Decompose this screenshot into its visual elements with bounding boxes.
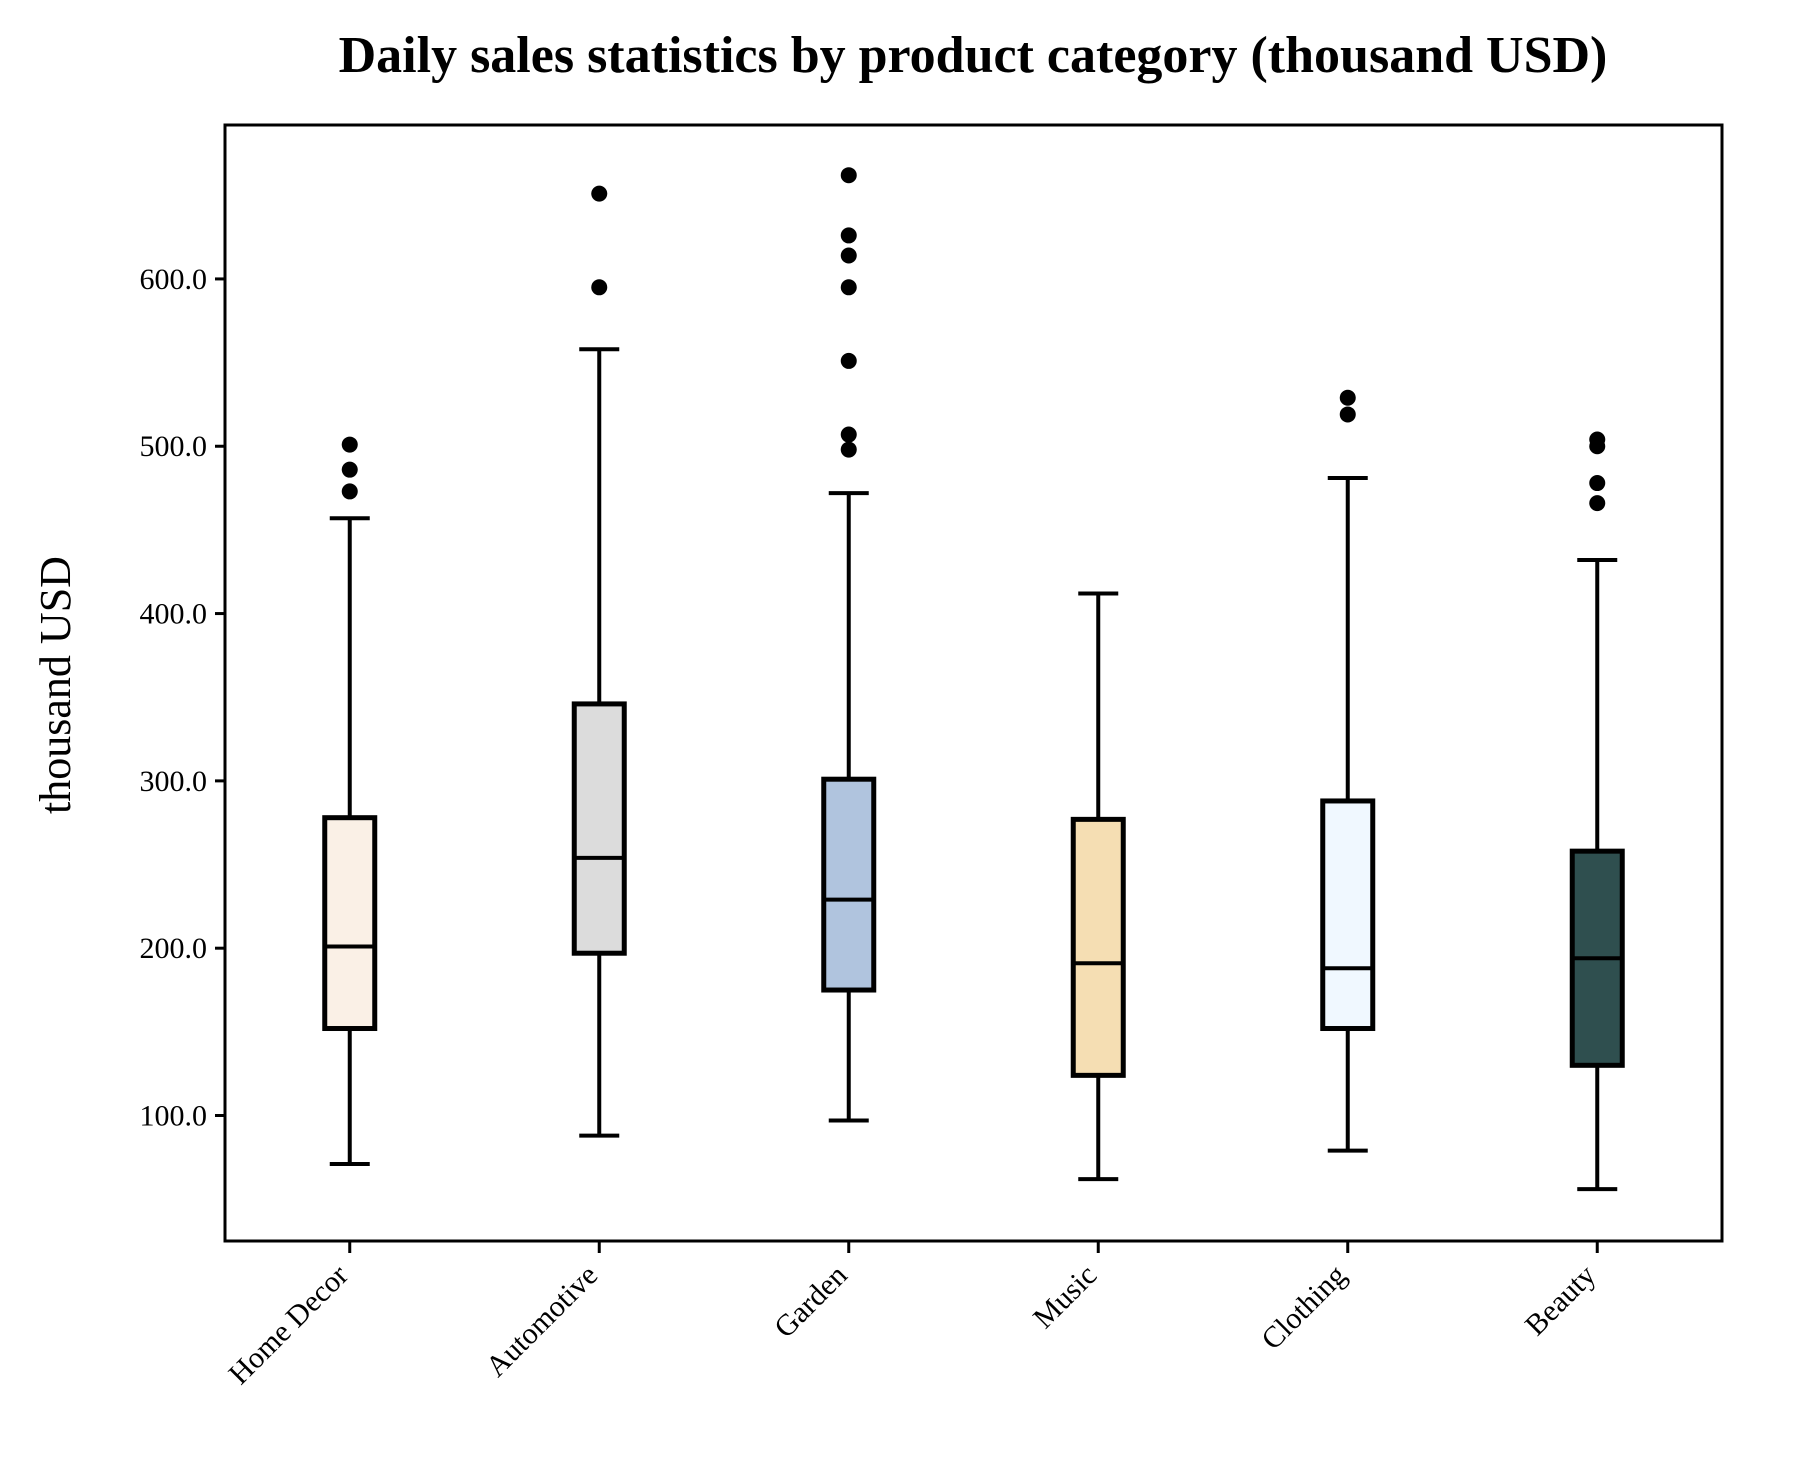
y-tick-label: 200.0 — [140, 932, 208, 965]
box-group — [322, 436, 378, 1167]
outlier-point — [1589, 475, 1606, 492]
outlier-point — [840, 426, 857, 443]
x-tick-label: Clothing — [1255, 1259, 1353, 1357]
outlier-point — [341, 461, 358, 478]
outlier-point — [840, 279, 857, 296]
x-axis: Home Decor Automotive Garden Music Clothing B… — [222, 1241, 1602, 1391]
box — [1320, 798, 1376, 1032]
box-group — [821, 167, 877, 1123]
outlier-point — [341, 436, 358, 453]
box — [571, 701, 627, 956]
chart-title: Daily sales statistics by product catego… — [339, 27, 1608, 84]
x-tick-label: Automotive — [480, 1259, 605, 1384]
y-tick-label: 500.0 — [140, 430, 208, 463]
box-group — [1569, 431, 1625, 1192]
box-group — [1070, 591, 1126, 1182]
plot-frame — [223, 123, 1724, 1243]
outlier-point — [840, 167, 857, 184]
y-axis-label: thousand USD — [31, 556, 80, 814]
outlier-point — [341, 483, 358, 500]
outlier-point — [591, 279, 608, 296]
y-tick-label: 100.0 — [140, 1100, 208, 1133]
y-tick-label: 400.0 — [140, 598, 208, 631]
box-group — [571, 185, 627, 1138]
x-tick-label: Garden — [768, 1259, 854, 1345]
plot-area — [322, 167, 1625, 1192]
box-group — [1320, 389, 1376, 1153]
y-tick-label: 600.0 — [140, 263, 208, 296]
box — [1070, 816, 1126, 1078]
x-tick-label: Beauty — [1519, 1259, 1602, 1342]
box — [322, 815, 378, 1032]
x-tick-label: Home Decor — [222, 1259, 354, 1391]
outlier-point — [1339, 389, 1356, 406]
x-tick-label: Music — [1027, 1259, 1103, 1335]
outlier-point — [1339, 406, 1356, 423]
y-axis: 100.0 200.0 300.0 400.0 500.0 600.0 — [140, 263, 225, 1133]
box — [821, 776, 877, 993]
outlier-point — [591, 185, 608, 202]
outlier-point — [840, 441, 857, 458]
y-tick-label: 300.0 — [140, 765, 208, 798]
outlier-point — [1589, 431, 1606, 448]
outlier-point — [1589, 495, 1606, 512]
outlier-point — [840, 247, 857, 264]
outlier-point — [840, 352, 857, 369]
outlier-point — [840, 227, 857, 244]
